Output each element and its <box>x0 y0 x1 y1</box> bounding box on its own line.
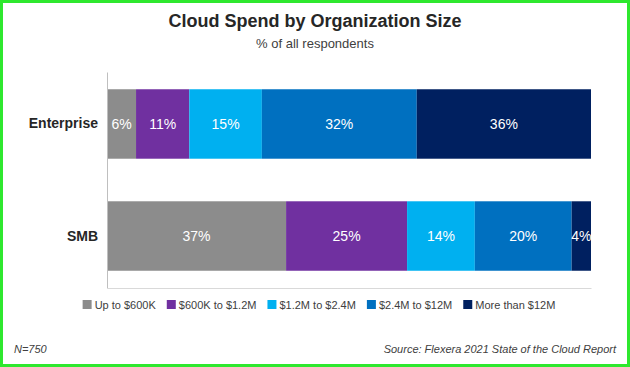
legend-swatch <box>267 300 276 309</box>
data-label: 37% <box>183 228 211 244</box>
legend-label: $1.2M to $2.4M <box>279 299 355 311</box>
bar-segment <box>475 201 572 270</box>
data-label: 15% <box>212 116 240 132</box>
y-tick: SMB <box>67 227 107 243</box>
legend-item: More than $12M <box>463 299 555 311</box>
legend-swatch <box>463 300 472 309</box>
frame <box>2 2 629 366</box>
bar-segment <box>572 201 591 270</box>
subtitle: % of all respondents <box>256 36 374 51</box>
data-label: 4% <box>571 228 591 244</box>
y-axis: Enterprise SMB <box>29 73 108 289</box>
legend-label: $2.4M to $12M <box>379 299 452 311</box>
legend: Up to $600K $600K to $1.2M $1.2M to $2.4M $… <box>83 299 556 311</box>
bar-segment <box>136 89 189 158</box>
legend-item: $2.4M to $12M <box>367 299 452 311</box>
data-label: 14% <box>427 228 455 244</box>
legend-label: Up to $600K <box>95 299 157 311</box>
bar-segment <box>262 89 417 158</box>
legend-item: Up to $600K <box>83 299 157 311</box>
bar-segment <box>189 89 262 158</box>
legend-item: $1.2M to $2.4M <box>267 299 355 311</box>
bar-segment <box>417 89 591 158</box>
category-label: Enterprise <box>29 115 98 131</box>
legend-label: More than $12M <box>475 299 555 311</box>
source-note: Source: Flexera 2021 State of the Cloud … <box>384 343 617 355</box>
data-label: 25% <box>333 228 361 244</box>
bar-segment <box>107 201 286 270</box>
legend-item: $600K to $1.2M <box>167 299 257 311</box>
data-label: 20% <box>509 228 537 244</box>
legend-swatch <box>367 300 376 309</box>
data-label: 32% <box>325 116 353 132</box>
data-label: 11% <box>149 116 176 132</box>
bar-segment <box>407 201 475 270</box>
y-tick: Enterprise <box>29 115 107 131</box>
legend-label: $600K to $1.2M <box>179 299 257 311</box>
category-label: SMB <box>67 227 98 243</box>
y-axis-line <box>107 73 108 289</box>
chart: Cloud Spend by Organization Size % of all… <box>0 0 630 367</box>
data-label: 6% <box>111 116 131 132</box>
legend-swatch <box>83 300 92 309</box>
data-labels: 6% 37% 11% 25% 15% 14% 32% 20% 36% 4% <box>111 116 591 244</box>
bars <box>107 89 591 270</box>
title: Cloud Spend by Organization Size <box>168 11 461 31</box>
x-axis-line <box>108 288 592 289</box>
sample-size-note: N=750 <box>14 343 48 355</box>
x-axis <box>108 288 592 289</box>
bar-segment <box>286 201 407 270</box>
data-label: 36% <box>490 116 518 132</box>
legend-swatch <box>167 300 176 309</box>
bar-segment <box>107 89 136 158</box>
